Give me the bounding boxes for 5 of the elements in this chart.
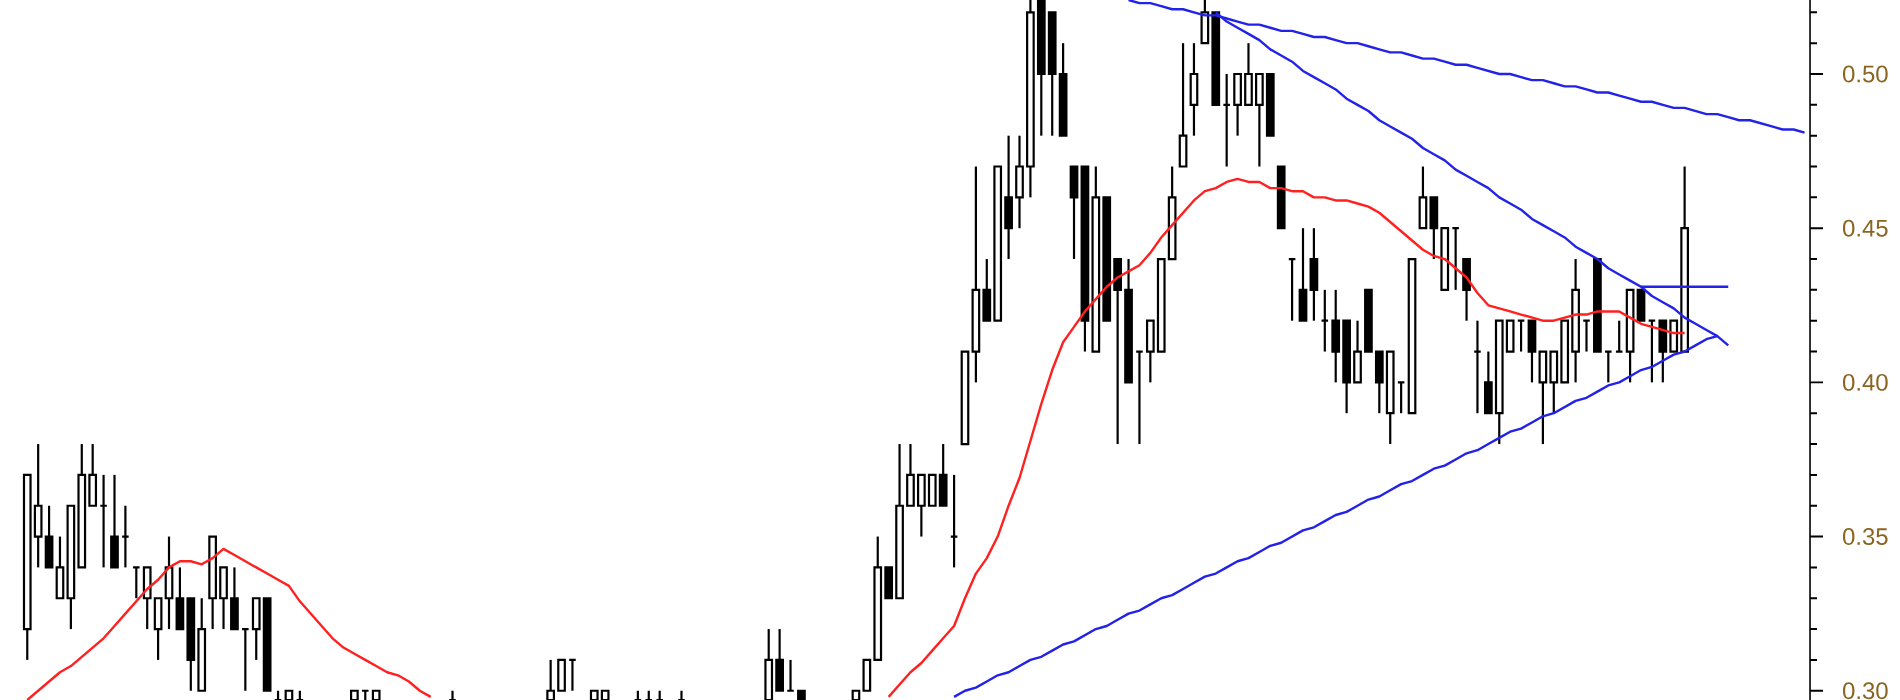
y-tick-label: 0.40 [1843,373,1888,391]
y-tick-label: 0.45 [1843,219,1888,237]
y-tick-label: 0.35 [1843,528,1888,546]
y-tick-label: 0.50 [1843,65,1888,83]
y-tick-label: 0.30 [1843,682,1888,700]
